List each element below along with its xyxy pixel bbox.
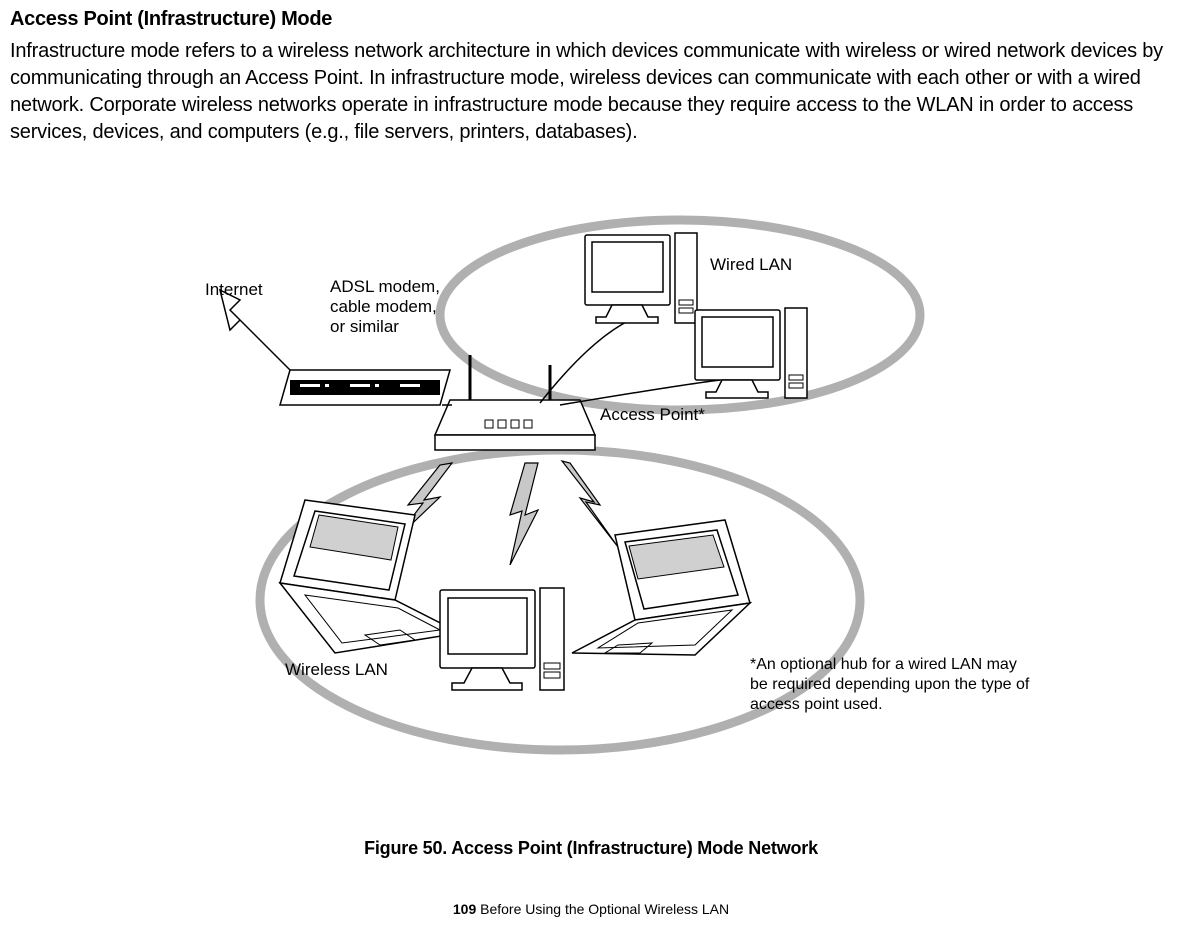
wireless-lan-label: Wireless LAN — [285, 660, 388, 680]
page-number: 109 — [453, 901, 476, 917]
wired-lan-label: Wired LAN — [710, 255, 792, 275]
section-heading: Access Point (Infrastructure) Mode — [10, 8, 332, 31]
diagram-footnote: *An optional hub for a wired LAN may be … — [750, 655, 1030, 715]
modem-label: ADSL modem, cable modem, or similar — [330, 277, 440, 337]
figure-caption: Figure 50. Access Point (Infrastructure)… — [0, 838, 1182, 859]
internet-label: Internet — [205, 280, 263, 300]
modem-icon — [280, 370, 450, 405]
body-paragraph: Infrastructure mode refers to a wireless… — [10, 38, 1172, 146]
access-point-label: Access Point* — [600, 405, 705, 425]
page-footer: 109 Before Using the Optional Wireless L… — [0, 901, 1182, 917]
footer-section: Before Using the Optional Wireless LAN — [476, 901, 729, 917]
network-diagram: Internet ADSL modem, cable modem, or sim… — [140, 205, 1040, 765]
